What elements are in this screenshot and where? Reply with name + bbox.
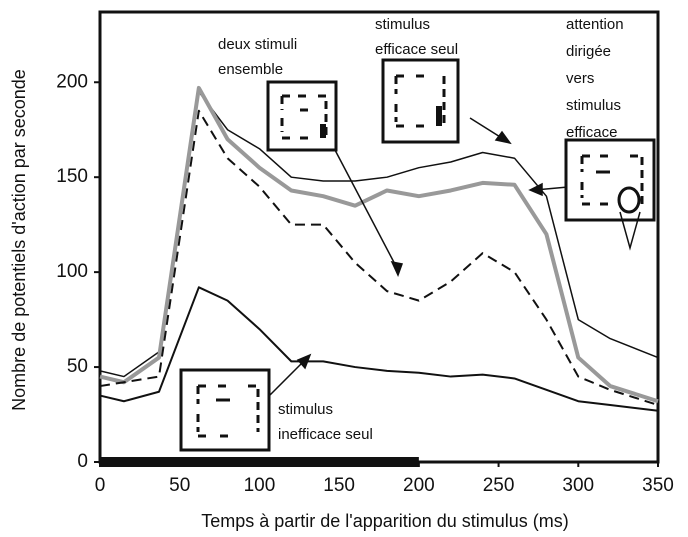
x-tick-label: 250 — [483, 475, 515, 496]
x-tick-label: 200 — [403, 475, 435, 496]
icon-ineffective-alone — [179, 368, 271, 452]
series-line — [99, 85, 659, 404]
series-line — [99, 286, 659, 412]
stimulus-bar — [100, 457, 419, 467]
x-tick-label: 0 — [95, 475, 106, 496]
series-line — [99, 109, 659, 406]
x-tick-label: 100 — [244, 475, 276, 496]
y-tick-label: 50 — [67, 356, 88, 377]
annotation: attention — [566, 16, 624, 33]
annotation: efficace seul — [375, 41, 458, 58]
y-tick-label: 200 — [56, 71, 88, 92]
lines — [99, 85, 659, 412]
y-tick-label: 100 — [56, 261, 88, 282]
annotation: deux stimuli — [218, 36, 297, 53]
x-axis-label: Temps à partir de l'apparition du stimul… — [201, 511, 569, 531]
icon-attention — [564, 138, 656, 251]
annotation: stimulus — [278, 401, 333, 418]
icon-effective-alone — [381, 58, 460, 144]
y-tick-label: 0 — [77, 451, 88, 472]
annotation: stimulus — [375, 16, 430, 33]
annotation: vers — [566, 70, 594, 87]
annotation: ensemble — [218, 61, 283, 78]
x-tick-label: 350 — [642, 475, 674, 496]
y-tick-label: 150 — [56, 166, 88, 187]
y-axis-label: Nombre de potentiels d'action par second… — [9, 69, 29, 411]
annotation: efficace — [566, 124, 617, 141]
annotation: inefficace seul — [278, 426, 373, 443]
x-tick-label: 300 — [562, 475, 594, 496]
annotation: stimulus — [566, 97, 621, 114]
x-tick-label: 50 — [169, 475, 190, 496]
arrows — [269, 117, 569, 396]
icon-two-stimuli — [266, 80, 338, 152]
x-tick-label: 150 — [323, 475, 355, 496]
annotation: dirigée — [566, 43, 611, 60]
